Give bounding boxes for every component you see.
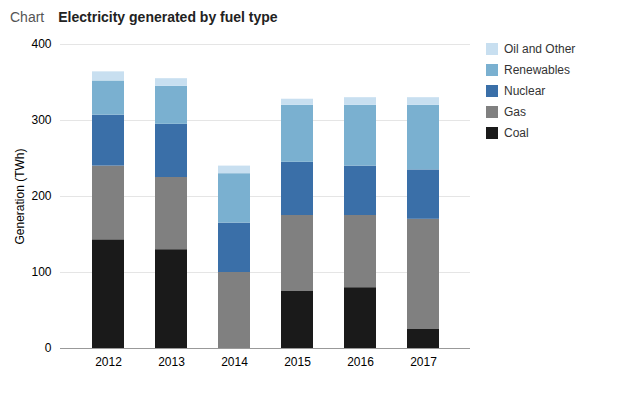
svg-text:2015: 2015 — [284, 355, 311, 369]
html-text:Coal: Coal — [504, 126, 529, 140]
svg-text:100: 100 — [31, 265, 51, 279]
svg-text:2016: 2016 — [347, 355, 374, 369]
html-text:Renewables: Renewables — [504, 63, 570, 77]
html-text:Oil and Other: Oil and Other — [504, 42, 576, 56]
svg-text:200: 200 — [31, 189, 51, 203]
svg-text:0: 0 — [45, 341, 52, 355]
svg-text:400: 400 — [31, 37, 51, 51]
html-text:Electricity generated by fuel: Electricity generated by fuel type — [58, 9, 278, 25]
svg-text:Generation (TWh): Generation (TWh) — [13, 148, 27, 244]
html-text:Gas: Gas — [504, 105, 526, 119]
svg-text:2013: 2013 — [158, 355, 185, 369]
svg-text:2012: 2012 — [95, 355, 122, 369]
svg-text:2017: 2017 — [410, 355, 437, 369]
svg-text:300: 300 — [31, 113, 51, 127]
svg-text:2014: 2014 — [221, 355, 248, 369]
html-text:Chart: Chart — [10, 9, 45, 25]
html-text:Nuclear: Nuclear — [504, 84, 546, 98]
